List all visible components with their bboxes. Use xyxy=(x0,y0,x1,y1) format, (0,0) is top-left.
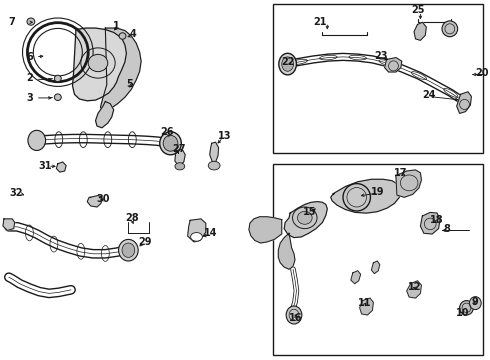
Polygon shape xyxy=(407,281,421,298)
Polygon shape xyxy=(210,142,219,162)
Polygon shape xyxy=(420,212,440,234)
Text: 24: 24 xyxy=(422,90,436,100)
Circle shape xyxy=(175,163,185,170)
Text: 2: 2 xyxy=(26,73,33,84)
Text: 1: 1 xyxy=(113,21,120,31)
Polygon shape xyxy=(371,261,380,274)
Polygon shape xyxy=(284,202,327,238)
Ellipse shape xyxy=(442,21,458,37)
Circle shape xyxy=(208,161,220,170)
Text: 15: 15 xyxy=(303,207,317,217)
Ellipse shape xyxy=(297,211,312,224)
Text: 13: 13 xyxy=(218,131,232,141)
Bar xyxy=(273,164,483,355)
Ellipse shape xyxy=(119,33,126,39)
Text: 27: 27 xyxy=(172,144,186,154)
Polygon shape xyxy=(188,219,206,242)
Text: 31: 31 xyxy=(38,161,52,171)
Text: 10: 10 xyxy=(456,308,469,318)
Ellipse shape xyxy=(119,239,138,261)
Ellipse shape xyxy=(88,54,108,72)
Text: 28: 28 xyxy=(125,213,139,223)
Text: 9: 9 xyxy=(472,297,479,307)
Polygon shape xyxy=(249,217,282,243)
Text: 17: 17 xyxy=(393,168,407,178)
Text: 19: 19 xyxy=(371,187,385,197)
Text: 14: 14 xyxy=(204,228,218,238)
Text: 20: 20 xyxy=(475,68,489,78)
Text: 11: 11 xyxy=(358,298,371,309)
Text: 4: 4 xyxy=(130,29,137,39)
Ellipse shape xyxy=(163,135,178,151)
Text: 26: 26 xyxy=(161,127,174,138)
Text: 25: 25 xyxy=(412,5,425,15)
Ellipse shape xyxy=(28,130,46,150)
Text: 18: 18 xyxy=(430,215,444,225)
Ellipse shape xyxy=(460,301,473,315)
Polygon shape xyxy=(396,170,421,197)
Text: 7: 7 xyxy=(9,17,16,27)
Polygon shape xyxy=(331,179,401,213)
Ellipse shape xyxy=(279,53,296,75)
Ellipse shape xyxy=(282,57,294,71)
Polygon shape xyxy=(3,219,15,230)
Text: 5: 5 xyxy=(126,78,133,89)
Polygon shape xyxy=(100,28,141,112)
Polygon shape xyxy=(360,298,373,315)
Ellipse shape xyxy=(122,243,135,257)
Text: 16: 16 xyxy=(289,313,303,323)
Ellipse shape xyxy=(54,94,61,100)
Ellipse shape xyxy=(54,75,61,82)
Polygon shape xyxy=(73,28,126,101)
Text: 21: 21 xyxy=(314,17,327,27)
Ellipse shape xyxy=(27,18,35,25)
Circle shape xyxy=(191,233,202,241)
Text: 29: 29 xyxy=(139,237,152,247)
Text: 22: 22 xyxy=(282,57,295,67)
Text: 30: 30 xyxy=(96,194,110,204)
Text: 8: 8 xyxy=(443,224,450,234)
Ellipse shape xyxy=(286,306,302,324)
Text: 6: 6 xyxy=(26,52,33,62)
Text: 3: 3 xyxy=(26,93,33,103)
Polygon shape xyxy=(278,233,295,269)
Polygon shape xyxy=(87,195,102,207)
Bar xyxy=(273,4,483,153)
Polygon shape xyxy=(96,102,114,128)
Polygon shape xyxy=(457,92,471,113)
Polygon shape xyxy=(385,58,402,72)
Text: 12: 12 xyxy=(408,282,422,292)
Polygon shape xyxy=(56,162,66,172)
Text: 23: 23 xyxy=(374,51,388,61)
Ellipse shape xyxy=(469,297,481,310)
Ellipse shape xyxy=(160,132,181,155)
Polygon shape xyxy=(414,22,426,40)
Polygon shape xyxy=(175,149,185,166)
Text: 32: 32 xyxy=(10,188,24,198)
Polygon shape xyxy=(351,271,361,284)
